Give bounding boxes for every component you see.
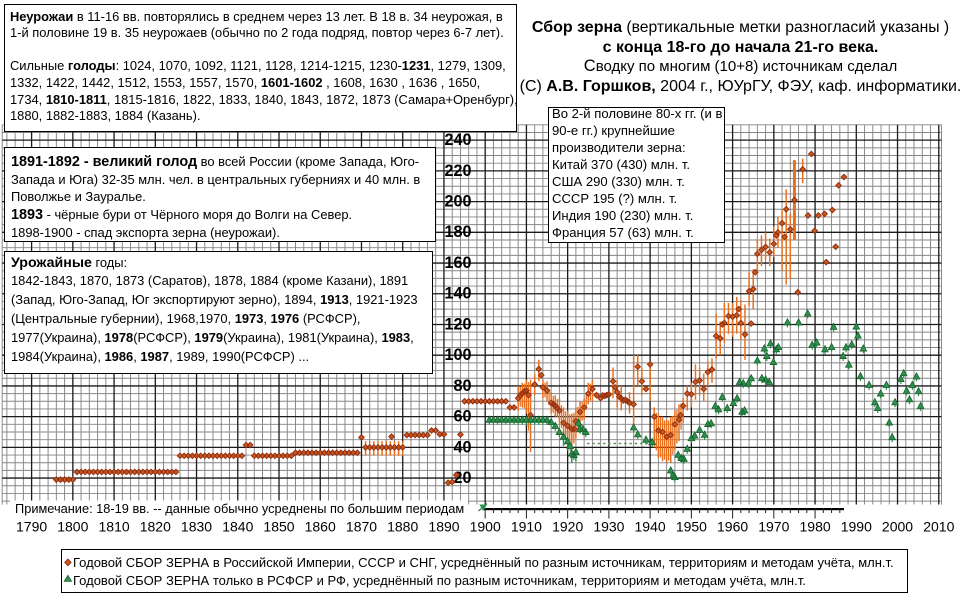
svg-text:2000: 2000 <box>882 519 913 535</box>
svg-text:1870: 1870 <box>346 519 377 535</box>
svg-text:1980: 1980 <box>800 519 831 535</box>
svg-text:1810: 1810 <box>99 519 130 535</box>
svg-text:1790: 1790 <box>16 519 47 535</box>
svg-text:160: 160 <box>444 254 471 272</box>
svg-text:1860: 1860 <box>305 519 336 535</box>
svg-text:1900: 1900 <box>470 519 501 535</box>
svg-text:180: 180 <box>444 223 471 241</box>
svg-text:140: 140 <box>444 285 471 303</box>
svg-text:200: 200 <box>444 193 471 211</box>
svg-text:1930: 1930 <box>593 519 624 535</box>
svg-text:40: 40 <box>453 438 471 456</box>
svg-text:1850: 1850 <box>263 519 294 535</box>
svg-text:1820: 1820 <box>140 519 171 535</box>
svg-text:1880: 1880 <box>387 519 418 535</box>
svg-text:120: 120 <box>444 315 471 333</box>
svg-text:1950: 1950 <box>676 519 707 535</box>
svg-text:1920: 1920 <box>552 519 583 535</box>
svg-text:1970: 1970 <box>758 519 789 535</box>
svg-text:100: 100 <box>444 346 471 364</box>
svg-text:1910: 1910 <box>511 519 542 535</box>
svg-text:1800: 1800 <box>57 519 88 535</box>
svg-text:80: 80 <box>453 377 471 395</box>
svg-text:1890: 1890 <box>428 519 459 535</box>
svg-text:1990: 1990 <box>841 519 872 535</box>
svg-text:1960: 1960 <box>717 519 748 535</box>
svg-text:2010: 2010 <box>923 519 954 535</box>
svg-text:1940: 1940 <box>635 519 666 535</box>
svg-text:Примечание: 18-19 вв. -- данны: Примечание: 18-19 вв. -- данные обычно у… <box>15 501 464 516</box>
svg-text:60: 60 <box>453 408 471 426</box>
svg-text:240: 240 <box>444 131 471 149</box>
svg-text:1840: 1840 <box>222 519 253 535</box>
svg-text:220: 220 <box>444 162 471 180</box>
svg-text:1830: 1830 <box>181 519 212 535</box>
